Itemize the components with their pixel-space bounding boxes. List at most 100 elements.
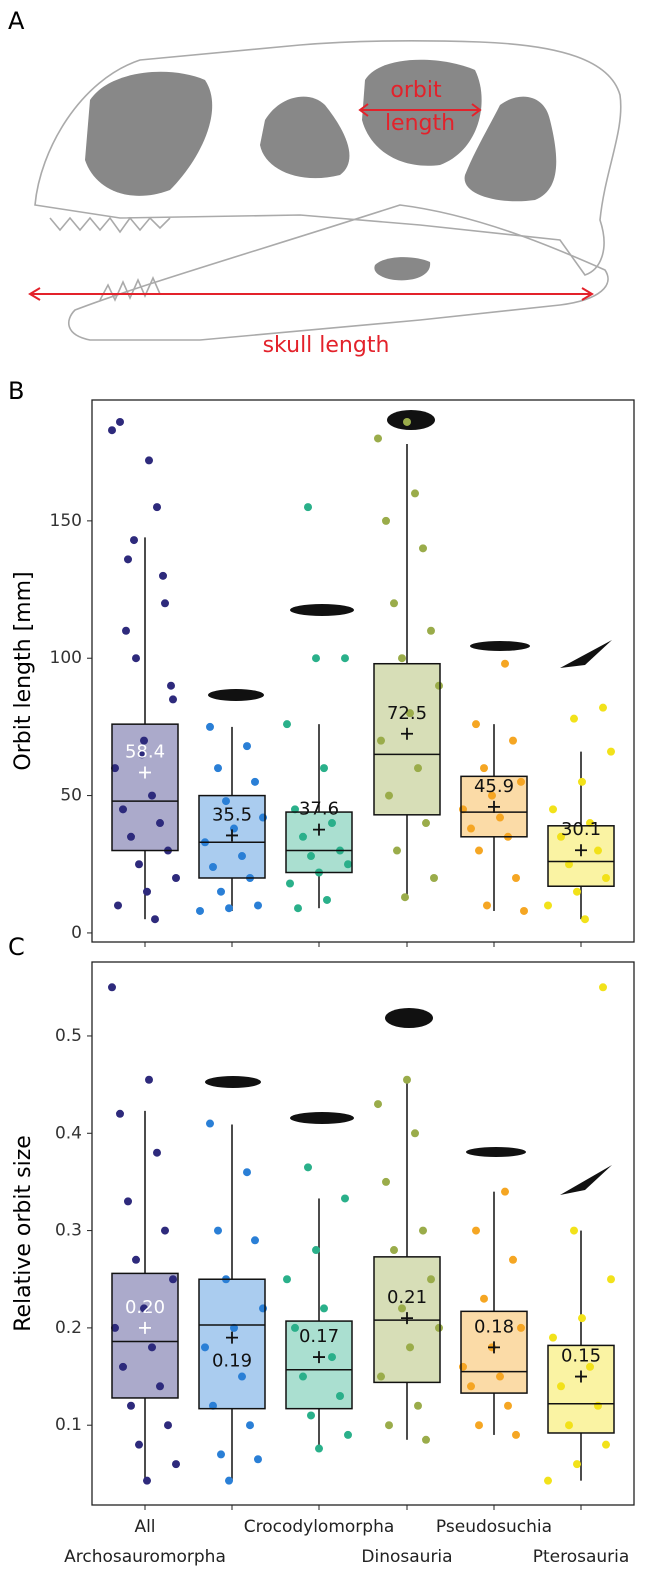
data-point [132, 1255, 140, 1264]
data-point [323, 895, 331, 904]
data-point [315, 1444, 323, 1453]
data-point [254, 901, 262, 910]
x-tick-label: Dinosauria [361, 1547, 452, 1567]
panel-letter: C [8, 933, 25, 961]
data-point [480, 1294, 488, 1303]
data-point [230, 1323, 238, 1332]
silhouettes [205, 410, 612, 1195]
data-point [419, 544, 427, 553]
data-point [398, 1304, 406, 1313]
data-point [140, 1304, 148, 1313]
data-point [169, 695, 177, 704]
data-point [135, 860, 143, 869]
data-point [312, 1246, 320, 1255]
data-point [520, 906, 528, 915]
data-point [116, 1109, 124, 1118]
data-point [565, 1421, 573, 1430]
data-point [145, 456, 153, 465]
data-point [299, 832, 307, 841]
data-point [411, 489, 419, 498]
mean-marker [488, 1341, 500, 1354]
data-point [119, 1362, 127, 1371]
data-point [472, 720, 480, 729]
mean-marker [226, 829, 238, 842]
data-point [594, 846, 602, 855]
data-point [544, 1476, 552, 1485]
data-point [336, 1392, 344, 1401]
data-point [217, 1450, 225, 1459]
data-point [602, 873, 610, 882]
data-point [138, 750, 146, 759]
data-point [172, 1460, 180, 1469]
data-point [320, 764, 328, 773]
data-point [156, 1382, 164, 1391]
data-point [427, 1275, 435, 1284]
data-point [382, 1177, 390, 1186]
mean-marker [575, 844, 587, 857]
data-point [127, 1401, 135, 1410]
data-point [196, 906, 204, 915]
data-point [422, 819, 430, 828]
data-point [238, 852, 246, 861]
data-point [344, 1430, 352, 1439]
data-point [243, 1168, 251, 1177]
data-point [251, 777, 259, 786]
data-point [172, 873, 180, 882]
mean-label: 30.1 [561, 819, 601, 840]
data-point [393, 846, 401, 855]
data-point [111, 764, 119, 773]
data-point [132, 654, 140, 663]
mean-label: 0.20 [125, 1297, 165, 1318]
data-point [312, 654, 320, 663]
data-point [153, 1148, 161, 1157]
data-point [307, 1411, 315, 1420]
data-point [430, 873, 438, 882]
data-point [411, 1129, 419, 1138]
data-point [435, 1323, 443, 1332]
data-point [159, 571, 167, 580]
data-point [398, 654, 406, 663]
data-point [483, 901, 491, 910]
data-point [116, 417, 124, 426]
data-point [148, 791, 156, 800]
data-point [581, 915, 589, 924]
mean-label: 0.21 [387, 1287, 427, 1308]
data-point [496, 813, 504, 822]
data-point [114, 901, 122, 910]
data-point [472, 1226, 480, 1235]
mean-label: 0.15 [561, 1346, 601, 1367]
data-point [108, 426, 116, 435]
x-tick-label: Pseudosuchia [436, 1517, 552, 1537]
data-point [557, 832, 565, 841]
data-point [251, 1236, 259, 1245]
y-tick-label: 0.5 [55, 1026, 82, 1046]
data-point [209, 1401, 217, 1410]
data-point [209, 863, 217, 872]
data-point [549, 805, 557, 814]
y-tick-label: 0.1 [55, 1415, 82, 1435]
data-point [214, 1226, 222, 1235]
data-point [164, 1421, 172, 1430]
data-point [501, 1187, 509, 1196]
mean-label: 0.19 [212, 1351, 252, 1372]
panel-letter: B [8, 377, 24, 405]
mean-label: 72.5 [387, 703, 427, 724]
data-point [578, 777, 586, 786]
data-point [124, 555, 132, 564]
data-point [419, 1226, 427, 1235]
data-point [206, 722, 214, 731]
data-point [512, 873, 520, 882]
data-point [578, 1314, 586, 1323]
data-point [151, 915, 159, 924]
data-point [414, 1401, 422, 1410]
data-point [377, 1372, 385, 1381]
data-point [467, 1382, 475, 1391]
data-point [167, 681, 175, 690]
data-point [225, 1476, 233, 1485]
data-point [341, 654, 349, 663]
data-point [467, 824, 475, 833]
data-point [328, 1353, 336, 1362]
data-point [599, 983, 607, 992]
data-point [390, 599, 398, 608]
